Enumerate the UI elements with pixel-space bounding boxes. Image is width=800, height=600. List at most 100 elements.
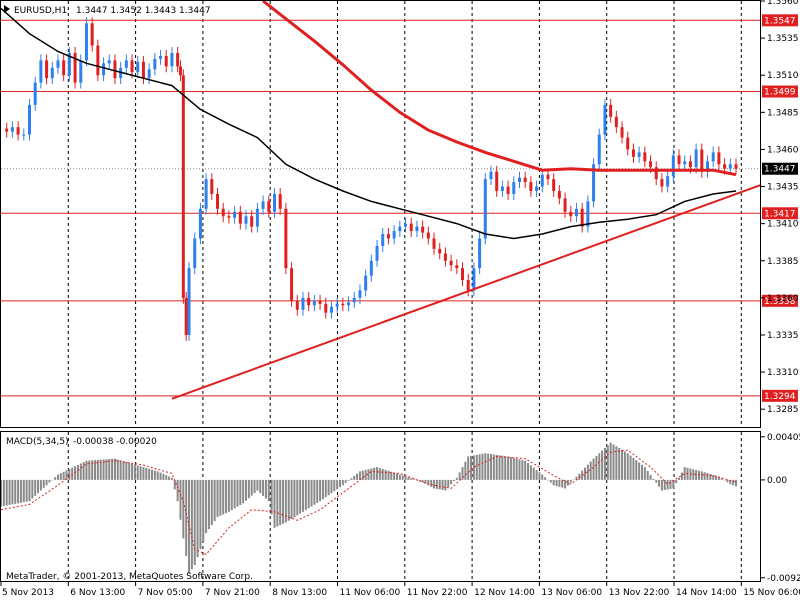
macd-histogram-bar: [205, 479, 208, 534]
macd-histogram-bar: [509, 457, 512, 480]
macd-histogram-bar: [603, 447, 606, 480]
macd-histogram-bar: [732, 479, 735, 486]
macd-histogram-bar: [210, 479, 213, 526]
macd-histogram-bar: [82, 462, 85, 480]
candle-body: [347, 302, 351, 306]
macd-histogram-bar: [5, 479, 8, 506]
macd-histogram-bar: [39, 479, 42, 491]
price-series: [5, 17, 738, 341]
macd-histogram-bar: [350, 478, 353, 480]
candle-body: [79, 60, 83, 83]
macd-histogram-bar: [726, 479, 729, 483]
macd-histogram-bar: [2, 479, 5, 506]
macd-histogram-bar: [96, 459, 99, 480]
macd-histogram-bar: [669, 479, 672, 489]
current-price-tag: [762, 162, 798, 175]
candle-body: [255, 208, 259, 227]
candle-body: [221, 208, 225, 217]
candle-body: [723, 164, 727, 169]
macd-histogram-bar: [111, 458, 114, 480]
macd-histogram-bar: [347, 479, 350, 481]
macd-histogram-bar: [532, 467, 535, 480]
macd-tick-label: -0.0092: [767, 574, 800, 584]
price-tick-label: 1.3335: [767, 331, 799, 341]
macd-histogram-bar: [546, 479, 549, 481]
moving-averages: [0, 0, 737, 240]
macd-histogram-bar: [148, 468, 151, 480]
candle-body: [489, 171, 493, 180]
macd-histogram-bar: [190, 479, 193, 570]
macd-histogram-bar: [660, 479, 663, 491]
macd-histogram-bar: [481, 453, 484, 480]
macd-histogram-bar: [242, 479, 245, 504]
candle-body: [614, 116, 618, 128]
candle-body: [238, 211, 242, 224]
macd-histogram-bar: [301, 479, 304, 512]
macd-histogram-bar: [373, 467, 376, 480]
chart-menu-arrow-icon[interactable]: [4, 5, 10, 13]
support-trendline: [171, 183, 762, 400]
macd-histogram-bar: [475, 454, 478, 480]
candle-body: [540, 174, 544, 187]
candle-body: [67, 52, 71, 76]
macd-histogram-bar: [623, 451, 626, 480]
macd-histogram-bar: [262, 479, 265, 496]
candle-body: [688, 161, 692, 168]
macd-histogram-bar: [216, 479, 219, 518]
candle-body: [102, 63, 106, 76]
macd-histogram-bar: [618, 447, 621, 480]
macd-histogram-bar: [37, 479, 40, 494]
macd-histogram-bar: [227, 479, 230, 512]
candle-body: [267, 201, 271, 212]
macd-histogram-bar: [390, 471, 393, 480]
macd-histogram-bar: [398, 474, 401, 480]
macd-histogram-bar: [199, 479, 202, 550]
macd-histogram-bar: [395, 473, 398, 480]
macd-histogram-bar: [421, 479, 424, 483]
macd-histogram-bar: [51, 479, 54, 481]
trendline[interactable]: [171, 183, 762, 400]
macd-name-label: MACD(5,34,5): [6, 437, 69, 447]
macd-histogram-bar: [34, 479, 37, 496]
macd-histogram-bar: [136, 465, 139, 480]
macd-histogram-bar: [321, 479, 324, 500]
macd-histogram-bar: [28, 479, 31, 502]
candle-body: [244, 216, 248, 224]
macd-histogram-bar: [441, 479, 444, 491]
macd-histogram-bar: [464, 461, 467, 480]
candle-body: [592, 164, 596, 202]
candle-body: [147, 69, 151, 79]
candle-body: [523, 177, 527, 183]
macd-histogram-bar: [410, 478, 413, 480]
candle-body: [546, 174, 550, 180]
candle-body: [216, 193, 220, 209]
macd-histogram-bar: [564, 479, 567, 489]
candle-body: [278, 193, 282, 209]
macd-histogram-bar: [504, 456, 507, 480]
candle-body: [181, 75, 185, 298]
candle-body: [22, 134, 26, 136]
candle-body: [637, 152, 641, 157]
level-tag: [762, 85, 798, 98]
time-axis: 5 Nov 2013 6 Nov 13:00 7 Nov 05:00 7 Nov 21…: [0, 581, 800, 598]
candle-body: [272, 193, 276, 212]
candle-body: [307, 297, 311, 306]
candle-body: [96, 45, 100, 76]
macd-histogram-bar: [79, 463, 82, 480]
candle-body: [33, 82, 37, 105]
candle-body: [84, 23, 88, 61]
macd-histogram-bar: [387, 470, 390, 480]
candle-body: [643, 152, 647, 162]
macd-histogram-bar: [139, 466, 142, 480]
macd-histogram-bar: [601, 450, 604, 480]
candle-body: [364, 275, 368, 291]
candle-body: [329, 306, 333, 313]
macd-histogram-bar: [71, 467, 74, 480]
macd-histogram-bar: [378, 468, 381, 480]
time-tick-label: 8 Nov 13:00: [272, 588, 327, 598]
current-price-label: 1.3447: [764, 165, 796, 175]
macd-histogram-bar: [168, 476, 171, 480]
main-chart-frame: [0, 0, 761, 428]
candle-body: [649, 161, 653, 168]
